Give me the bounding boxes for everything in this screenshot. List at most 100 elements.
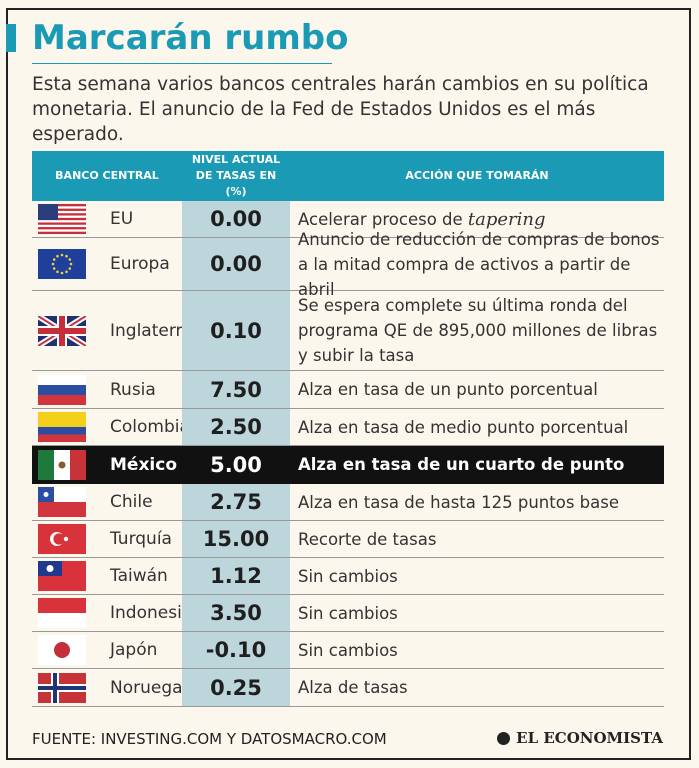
russia-flag-icon [38, 374, 86, 405]
usa-flag-icon [38, 204, 86, 234]
action-text: Alza de tasas [298, 678, 408, 697]
central-banks-table: BANCO CENTRAL NIVEL ACTUAL DE TASAS EN (… [32, 151, 664, 707]
action-text: Alza en tasa de un punto porcentual [298, 380, 598, 399]
action-text: Anuncio de reducción de compras de bonos… [298, 229, 660, 299]
table-row: Japón -0.10 Sin cambios [32, 632, 664, 669]
bank-cell: Noruega [32, 669, 183, 706]
action-text: Se espera complete su última ronda del p… [298, 296, 658, 365]
country-name: Inglaterra [110, 320, 193, 341]
country-name: Rusia [110, 379, 156, 400]
bank-cell: Rusia [32, 371, 182, 408]
action-text: Sin cambios [298, 566, 398, 586]
indonesia-flag-icon [38, 598, 86, 628]
bank-cell: Japón [32, 632, 182, 668]
table-row: Indonesia 3.50 Sin cambios [32, 595, 664, 632]
header-action: ACCIÓN QUE TOMARÁN [405, 169, 549, 182]
action-cell: Acelerar proceso de tapering [290, 201, 664, 237]
table-body: EU 0.00 Acelerar proceso de tapering Europa… [32, 201, 664, 707]
bank-cell: Colombia [32, 409, 190, 445]
rate-value: 1.12 [182, 558, 290, 594]
table-row: EU 0.00 Acelerar proceso de tapering [32, 201, 664, 238]
bank-cell: Taiwán [32, 558, 182, 594]
action-cell: Alza de tasas [290, 669, 664, 706]
table-header: BANCO CENTRAL NIVEL ACTUAL DE TASAS EN (… [32, 151, 664, 201]
action-cell: Alza en tasa de hasta 125 puntos base [290, 484, 664, 520]
taiwan-flag-icon [38, 561, 86, 591]
header-rate: NIVEL ACTUAL DE TASAS EN (%) [182, 151, 290, 201]
brand-logo: EL ECONOMISTA [497, 729, 663, 747]
colombia-flag-icon [38, 412, 86, 442]
bank-cell: Turquía [32, 521, 182, 557]
source-note: FUENTE: INVESTING.COM Y DATOSMACRO.COM [32, 730, 387, 748]
country-name: Japón [110, 640, 158, 660]
rate-value: -0.10 [182, 632, 290, 668]
rate-value: 0.00 [182, 201, 290, 237]
bank-cell: Indonesia [32, 595, 192, 631]
action-text: Sin cambios [298, 640, 398, 660]
brand-icon [497, 731, 511, 745]
action-cell: Recorte de tasas [290, 521, 664, 557]
country-name: Colombia [110, 417, 190, 437]
table-row: Inglaterra 0.10 Se espera complete su últi… [32, 291, 664, 371]
rate-value: 5.00 [182, 446, 290, 483]
rate-value: 3.50 [182, 595, 290, 631]
bank-cell: México [32, 446, 182, 483]
header-rate-label: NIVEL ACTUAL DE TASAS EN (%) [191, 153, 281, 198]
country-name: Chile [110, 492, 153, 512]
bank-cell: Chile [32, 484, 182, 520]
table-row: Turquía 15.00 Recorte de tasas [32, 521, 664, 558]
action-text: Alza en tasa de hasta 125 puntos base [298, 492, 620, 512]
title-accent-bar [6, 24, 16, 52]
country-name: Europa [110, 254, 170, 274]
rate-value: 0.25 [182, 669, 290, 706]
page-title: Marcarán rumbo [32, 18, 349, 58]
rate-value: 2.75 [182, 484, 290, 520]
uk-flag-icon [38, 315, 86, 346]
header-bank: BANCO CENTRAL [55, 169, 159, 182]
action-cell: Sin cambios [290, 595, 664, 631]
bank-cell: Inglaterra [32, 291, 193, 370]
rate-value: 0.10 [182, 291, 290, 370]
rate-value: 7.50 [182, 371, 290, 408]
action-cell: Alza en tasa de un cuarto de punto [290, 446, 664, 483]
rate-value: 15.00 [182, 521, 290, 557]
action-cell: Se espera complete su última ronda del p… [290, 291, 664, 370]
brand-name: EL ECONOMISTA [516, 729, 663, 747]
country-name: Taiwán [110, 566, 168, 586]
mexico-flag-icon [38, 449, 86, 480]
action-cell: Alza en tasa de medio punto porcentual [290, 409, 664, 445]
infographic-frame [6, 8, 691, 760]
country-name: México [110, 454, 177, 475]
japan-flag-icon [38, 635, 86, 665]
bank-cell: Europa [32, 238, 182, 290]
table-row: México 5.00 Alza en tasa de un cuarto de p… [32, 446, 664, 484]
table-row: Noruega 0.25 Alza de tasas [32, 669, 664, 707]
title-underline [32, 63, 332, 64]
rate-value: 2.50 [182, 409, 290, 445]
rate-value: 0.00 [182, 238, 290, 290]
action-cell: Alza en tasa de un punto porcentual [290, 371, 664, 408]
action-cell: Sin cambios [290, 632, 664, 668]
eu-flag-icon [38, 249, 86, 279]
action-text: Sin cambios [298, 603, 398, 623]
country-name: Turquía [110, 529, 172, 549]
bank-cell: EU [32, 201, 182, 237]
table-row: Taiwán 1.12 Sin cambios [32, 558, 664, 595]
country-name: Noruega [110, 677, 183, 698]
table-row: Colombia 2.50 Alza en tasa de medio punto … [32, 409, 664, 446]
table-row: Europa 0.00 Anuncio de reducción de compra… [32, 230, 664, 299]
subtitle: Esta semana varios bancos centrales hará… [32, 74, 649, 145]
country-name: EU [110, 209, 134, 229]
country-name: Indonesia [110, 603, 193, 623]
action-text: Acelerar proceso de [298, 209, 468, 229]
action-text: Recorte de tasas [298, 529, 437, 549]
action-text: Alza en tasa de medio punto porcentual [298, 417, 629, 437]
turkey-flag-icon [38, 524, 86, 554]
action-italic-term: tapering [467, 208, 546, 230]
action-cell: Sin cambios [290, 558, 664, 594]
chile-flag-icon [38, 487, 86, 517]
norway-flag-icon [38, 672, 86, 703]
action-text: Alza en tasa de un cuarto de punto [298, 455, 625, 474]
table-row: Rusia 7.50 Alza en tasa de un punto porcen… [32, 371, 664, 409]
action-cell: Anuncio de reducción de compras de bonos… [290, 230, 664, 299]
